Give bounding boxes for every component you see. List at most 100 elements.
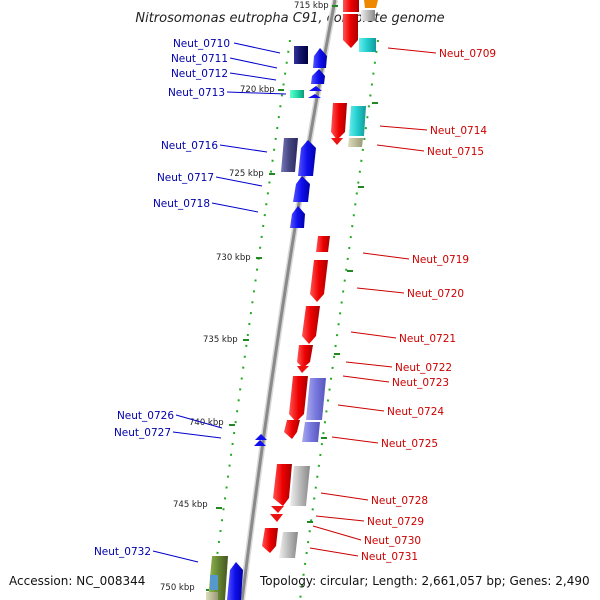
gene-label[interactable]: Neut_0711 (171, 53, 228, 65)
leader-line (356, 287, 405, 294)
gene-neut-0718[interactable] (290, 206, 305, 228)
gene-neut-0716[interactable] (281, 138, 298, 172)
gene-neut-0726[interactable] (255, 434, 267, 440)
gene-label[interactable]: Neut_0730 (364, 535, 421, 547)
gene-label[interactable]: Neut_0720 (407, 288, 464, 300)
leader-line (175, 414, 223, 429)
gene-neut-0713[interactable] (290, 90, 304, 98)
gene-neut-0724-lavender[interactable] (306, 378, 326, 420)
leader-line (362, 252, 410, 260)
gene-neut-0725[interactable] (284, 420, 300, 439)
gene-neut-0720[interactable] (310, 260, 328, 302)
leader-line (387, 47, 437, 54)
gene-small-red[interactable] (331, 138, 343, 145)
leader-line (229, 72, 277, 81)
gene-label[interactable]: Neut_0718 (153, 198, 210, 210)
gene-label[interactable]: Neut_0724 (387, 406, 444, 418)
gene-neut-0717[interactable] (293, 176, 310, 202)
gene-gray-small[interactable] (361, 10, 375, 21)
gene-label[interactable]: Neut_0717 (157, 172, 214, 184)
gene-neut-0712[interactable] (311, 69, 325, 84)
leader-line (229, 57, 278, 69)
gene-neut-0728-gray[interactable] (290, 466, 310, 506)
gene-blue-small-a[interactable] (309, 86, 322, 91)
gene-label[interactable]: Neut_0719 (412, 254, 469, 266)
gene-label[interactable]: Neut_0732 (94, 546, 151, 558)
leader-line (152, 550, 199, 563)
leader-line (226, 91, 287, 95)
gene-neut-0716-blue[interactable] (298, 140, 316, 176)
gene-label[interactable]: Neut_0728 (371, 495, 428, 507)
gene-neut-0724[interactable] (289, 376, 308, 422)
gene-label[interactable]: Neut_0722 (395, 362, 452, 374)
gene-neut-0714[interactable] (331, 103, 347, 140)
gene-blue-bottom[interactable] (227, 562, 243, 600)
gene-label[interactable]: Neut_0715 (427, 146, 484, 158)
scale-label: 740 kbp (189, 418, 224, 428)
gene-tan-bottom[interactable] (206, 592, 218, 600)
gene-label[interactable]: Neut_0716 (161, 140, 218, 152)
forward-strand-genes (262, 0, 378, 558)
scale-label: 730 kbp (216, 253, 251, 263)
scale-label: 735 kbp (203, 335, 238, 345)
gene-neut-0710[interactable] (294, 46, 308, 64)
gene-neut-0714-cyan[interactable] (349, 106, 366, 136)
leader-line (172, 431, 222, 439)
left-gene-labels: Neut_0710 Neut_0711 Neut_0712 Neut_0713 … (94, 38, 230, 558)
leader-line (342, 375, 390, 383)
gene-label[interactable]: Neut_0725 (381, 438, 438, 450)
leader-line (309, 547, 359, 557)
gene-neut-0730[interactable] (270, 514, 283, 522)
leader-line (350, 331, 397, 339)
leader-line (331, 436, 379, 444)
gene-neut-0722[interactable] (297, 345, 313, 368)
leader-line (215, 176, 263, 187)
leader-line (379, 125, 428, 131)
gene-neut-0719[interactable] (316, 236, 330, 252)
leader-line (376, 144, 425, 152)
leader-line (315, 515, 365, 522)
gene-neut-0728[interactable] (273, 464, 292, 506)
gene-label[interactable]: Neut_0721 (399, 333, 456, 345)
gene-neut-0731[interactable] (262, 528, 278, 553)
gene-light-blue[interactable] (210, 575, 218, 590)
gene-label[interactable]: Neut_0731 (361, 551, 418, 563)
gene-neut-0715[interactable] (348, 138, 363, 147)
scale-label: 750 kbp (160, 583, 195, 593)
gene-label[interactable]: Neut_0709 (439, 48, 496, 60)
gene-neut-0711[interactable] (313, 48, 327, 68)
scale: 715 kbp 720 kbp 725 kbp 730 kbp 735 kbp … (160, 1, 378, 593)
gene-neut-0708[interactable] (343, 0, 359, 12)
gene-label[interactable]: Neut_0710 (173, 38, 230, 50)
gene-neut-0725-lavender[interactable] (302, 422, 320, 442)
gene-neut-0727[interactable] (254, 440, 266, 446)
gene-neut-0709[interactable] (343, 14, 358, 48)
scale-label: 725 kbp (229, 169, 264, 179)
map-title: Nitrosomonas eutropha C91, complete geno… (135, 11, 444, 26)
gene-label[interactable]: Neut_0729 (367, 516, 424, 528)
gene-neut-0731-gray[interactable] (279, 532, 298, 558)
gene-neut-0721[interactable] (302, 306, 320, 344)
leader-line (312, 525, 362, 541)
gene-label[interactable]: Neut_0727 (114, 427, 171, 439)
scale-label: 715 kbp (294, 1, 329, 11)
gene-neut-0729[interactable] (271, 506, 284, 513)
leader-line (219, 144, 268, 153)
gene-cyan-top[interactable] (359, 38, 376, 52)
gene-neut-0723[interactable] (297, 366, 309, 373)
leader-line (337, 404, 385, 412)
gene-label[interactable]: Neut_0726 (117, 410, 174, 422)
leader-line (211, 202, 259, 213)
leader-line (233, 42, 281, 54)
gene-label[interactable]: Neut_0714 (430, 125, 487, 137)
topology-label: Topology: circular; Length: 2,661,057 bp… (260, 574, 590, 588)
gene-blue-small-b[interactable] (308, 94, 321, 98)
gene-label[interactable]: Neut_0712 (171, 68, 228, 80)
gene-label[interactable]: Neut_0723 (392, 377, 449, 389)
right-gene-labels: Neut_0709 Neut_0714 Neut_0715 Neut_0719 … (361, 48, 496, 563)
gene-label[interactable]: Neut_0713 (168, 87, 225, 99)
gene-orange[interactable] (364, 0, 378, 8)
leader-line (345, 361, 393, 368)
left-leaders (152, 42, 287, 563)
